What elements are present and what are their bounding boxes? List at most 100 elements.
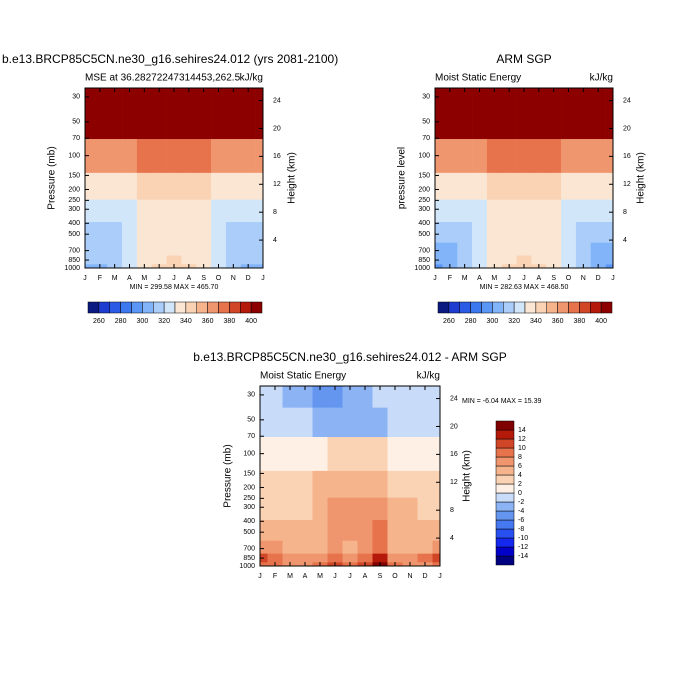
contour-cell [166, 242, 182, 256]
contour-cell [240, 109, 256, 140]
contour-cell [486, 88, 503, 110]
contour-cell [225, 255, 242, 265]
contour-cell [267, 519, 283, 541]
contour-cell [85, 242, 93, 256]
contour-cell [181, 242, 197, 256]
contour-cell [267, 470, 283, 498]
contour-cell [546, 255, 562, 265]
y-tick-label: 30 [422, 94, 430, 101]
y2-tick-label: 20 [450, 423, 458, 430]
colorbar-box [448, 301, 460, 314]
contour-cell [372, 497, 388, 521]
colorbar-label: -12 [518, 544, 528, 551]
x-tick-label: O [216, 275, 222, 282]
contour-cell [486, 109, 503, 140]
contour-cell [435, 221, 443, 243]
contour-field [260, 386, 441, 567]
contour-cell [196, 138, 212, 173]
contour-cell [255, 242, 264, 256]
x-tick-label: A [127, 275, 132, 282]
contour-cell [417, 436, 433, 471]
y2-tick-label: 20 [273, 125, 281, 132]
y-tick-label: 50 [247, 417, 255, 424]
contour-cell [501, 138, 517, 173]
contour-cell [516, 199, 532, 223]
y-tick-label: 200 [418, 186, 430, 193]
contour-cell [432, 436, 441, 471]
contour-cell [225, 242, 242, 256]
contour-cell [122, 199, 138, 223]
colorbar-label: 4 [518, 472, 522, 479]
y-tick-label: 1000 [414, 265, 430, 272]
contour-cell [151, 221, 167, 243]
contour-cell [432, 386, 441, 408]
contour-cell [92, 221, 108, 243]
x-tick-label: M [112, 275, 118, 282]
contour-cell [561, 109, 577, 140]
contour-cell [260, 562, 268, 567]
colorbar-label: 260 [443, 318, 455, 325]
y2-axis-label: Height (km) [287, 152, 298, 204]
contour-cell [575, 221, 592, 243]
contour-cell [312, 407, 328, 438]
contour-cell [136, 255, 153, 265]
contour-cell [107, 88, 123, 110]
contour-cell [240, 221, 256, 243]
contour-cell [136, 109, 153, 140]
contour-cell [357, 386, 373, 408]
contour-cell [531, 138, 547, 173]
x-tick-label: J [438, 573, 442, 580]
colorbar-label: 400 [595, 318, 607, 325]
contour-cell [357, 470, 373, 498]
y2-tick-label: 8 [623, 209, 627, 216]
contour-cell [605, 221, 614, 243]
colorbar-label: 320 [158, 318, 170, 325]
x-tick-label: N [581, 275, 586, 282]
y-tick-label: 70 [422, 135, 430, 142]
x-tick-label: J [507, 275, 511, 282]
colorbar-label: -8 [518, 526, 524, 533]
contour-cell [435, 264, 443, 269]
contour-cell [92, 172, 108, 200]
contour-cell [240, 242, 256, 256]
y2-tick-label: 20 [623, 125, 631, 132]
contour-cell [211, 88, 227, 110]
contour-cell [240, 255, 256, 265]
contour-cell [211, 255, 227, 265]
contour-cell [372, 540, 388, 554]
contour-cell [442, 109, 458, 140]
contour-cell [151, 109, 167, 140]
contour-cell [516, 88, 532, 110]
colorbar-box [495, 420, 515, 431]
y-axis-label: Pressure (mb) [47, 146, 58, 209]
contour-cell [211, 172, 227, 200]
contour-cell [402, 553, 418, 563]
contour-cell [402, 407, 418, 438]
contour-cell [196, 242, 212, 256]
contour-cell [472, 172, 488, 200]
contour-cell [457, 242, 473, 256]
contour-cell [107, 255, 123, 265]
contour-cell [107, 109, 123, 140]
contour-cell [590, 242, 606, 256]
y2-axis-label: Height (km) [462, 450, 473, 502]
x-tick-label: M [317, 573, 323, 580]
contour-cell [432, 470, 441, 498]
contour-cell [457, 172, 473, 200]
colorbar-label: 6 [518, 463, 522, 470]
contour-cell [575, 242, 592, 256]
x-tick-label: S [378, 573, 383, 580]
contour-cell [92, 242, 108, 256]
contour-cell [225, 221, 242, 243]
colorbar-box [98, 301, 110, 314]
colorbar-label: 14 [518, 427, 526, 434]
contour-cell [85, 172, 93, 200]
colorbar-box [470, 301, 482, 314]
y2-tick-label: 12 [450, 479, 458, 486]
colorbar-label: 380 [224, 318, 236, 325]
y2-tick-label: 8 [273, 209, 277, 216]
colorbar-box [142, 301, 154, 314]
y-tick-label: 100 [68, 152, 80, 159]
panel-title: b.e13.BRCP85C5CN.ne30_g16.sehires24.012 … [2, 52, 338, 66]
contour-cell [561, 221, 577, 243]
